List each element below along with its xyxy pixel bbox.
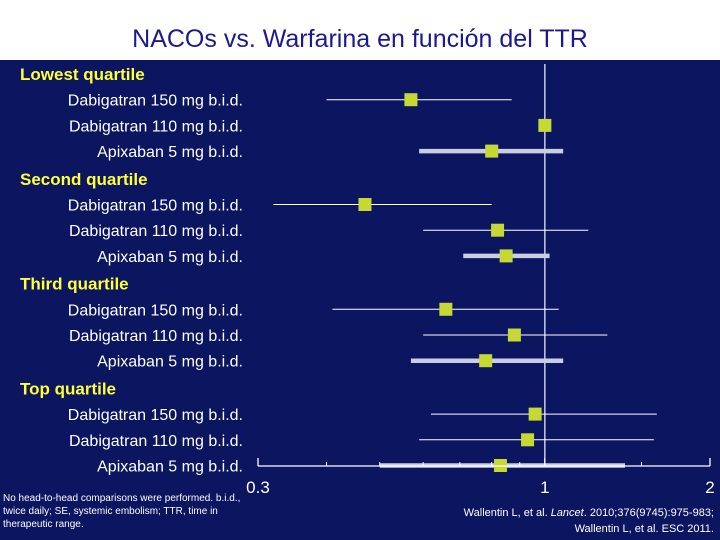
row-label: Dabigatran 110 mg b.i.d. xyxy=(69,433,243,450)
page-title: NACOs vs. Warfarina en función del TTR xyxy=(132,25,588,53)
estimate-marker xyxy=(479,354,493,368)
group-label: Second quartile xyxy=(20,170,148,189)
estimate-marker xyxy=(507,328,521,342)
x-tick-label: 1 xyxy=(540,478,549,497)
reference-line-1: Wallentin L, et al. Lancet. 2010;376(974… xyxy=(464,505,714,521)
row-label: Dabigatran 110 mg b.i.d. xyxy=(69,223,243,240)
row-label: Apixaban 5 mg b.i.d. xyxy=(97,459,243,476)
row-label: Dabigatran 110 mg b.i.d. xyxy=(69,328,243,345)
row-label: Apixaban 5 mg b.i.d. xyxy=(97,144,243,161)
row-label: Apixaban 5 mg b.i.d. xyxy=(97,354,243,371)
group-label: Top quartile xyxy=(20,379,116,398)
group-label: Lowest quartile xyxy=(20,65,145,84)
estimate-marker xyxy=(485,144,499,158)
reference-authors-1: Wallentin L, et al. xyxy=(463,507,551,519)
row-label: Dabigatran 110 mg b.i.d. xyxy=(69,118,243,135)
reference-journal: Lancet xyxy=(550,507,584,519)
footnote: No head-to-head comparisons were perform… xyxy=(3,493,241,530)
estimate-marker xyxy=(499,249,513,263)
row-label: Dabigatran 150 mg b.i.d. xyxy=(68,302,243,319)
estimate-marker xyxy=(491,223,505,237)
chart-panel: Lowest quartile Dabigatran 150 mg b.i.d. D… xyxy=(0,60,720,540)
forest-plot: Lowest quartile Dabigatran 150 mg b.i.d. D… xyxy=(20,64,715,497)
row-label: Dabigatran 150 mg b.i.d. xyxy=(68,198,243,215)
estimate-marker xyxy=(358,198,372,211)
estimate-marker xyxy=(538,118,552,132)
x-tick-label: 2 xyxy=(705,478,714,497)
estimate-marker xyxy=(528,407,542,421)
reference-rest-1: . 2010;376(9745):975-983; xyxy=(583,507,714,519)
estimate-marker xyxy=(521,433,535,447)
group-label: Third quartile xyxy=(20,275,129,294)
references: Wallentin L, et al. Lancet. 2010;376(974… xyxy=(464,505,714,537)
reference-line-2: Wallentin L, et al. ESC 2011. xyxy=(574,523,714,535)
row-label: Dabigatran 150 mg b.i.d. xyxy=(68,407,243,424)
estimate-marker xyxy=(404,93,418,107)
x-tick-label: 0.3 xyxy=(246,478,270,497)
estimate-marker xyxy=(439,302,453,316)
row-label: Dabigatran 150 mg b.i.d. xyxy=(68,93,243,110)
row-label: Apixaban 5 mg b.i.d. xyxy=(97,249,243,266)
